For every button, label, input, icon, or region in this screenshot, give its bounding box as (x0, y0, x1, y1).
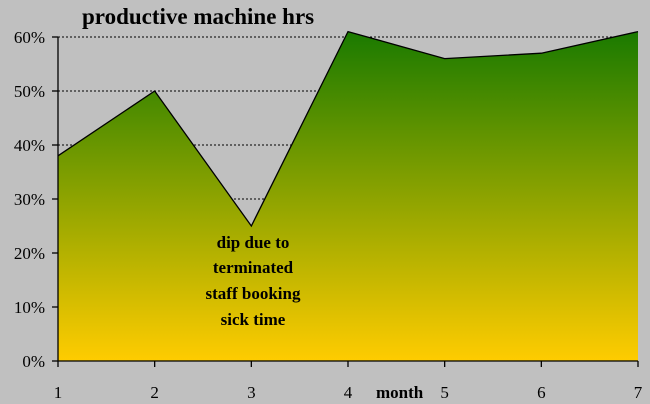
x-tick-label-1: 1 (54, 383, 63, 402)
x-tick-label-2: 2 (150, 383, 159, 402)
x-tick-label-4: 4 (344, 383, 353, 402)
x-tick-labels: 1 2 3 4 5 6 7 (54, 383, 643, 402)
annotation: dip due to terminated staff booking sick… (206, 233, 301, 329)
y-tick-label-30: 30% (14, 190, 45, 209)
y-tick-label-10: 10% (14, 298, 45, 317)
y-tick-label-20: 20% (14, 244, 45, 263)
annotation-line-4: sick time (221, 310, 286, 329)
annotation-line-3: staff booking (206, 284, 301, 303)
area-fill (58, 31, 638, 361)
y-tick-label-60: 60% (14, 28, 45, 47)
chart-title: productive machine hrs (82, 4, 314, 29)
area-series (57, 30, 639, 361)
y-tick-label-0: 0% (22, 352, 45, 371)
annotation-line-1: dip due to (217, 233, 290, 252)
x-tick-label-3: 3 (247, 383, 256, 402)
y-tick-labels: 0% 10% 20% 30% 40% 50% 60% (14, 28, 45, 371)
x-tick-label-5: 5 (440, 383, 449, 402)
x-tick-label-6: 6 (537, 383, 546, 402)
series-line (57, 30, 639, 228)
x-axis-label: month (376, 383, 424, 402)
x-tick-label-7: 7 (634, 383, 643, 402)
axes (52, 36, 639, 367)
y-tick-label-40: 40% (14, 136, 45, 155)
annotation-line-2: terminated (213, 258, 294, 277)
y-tick-label-50: 50% (14, 82, 45, 101)
